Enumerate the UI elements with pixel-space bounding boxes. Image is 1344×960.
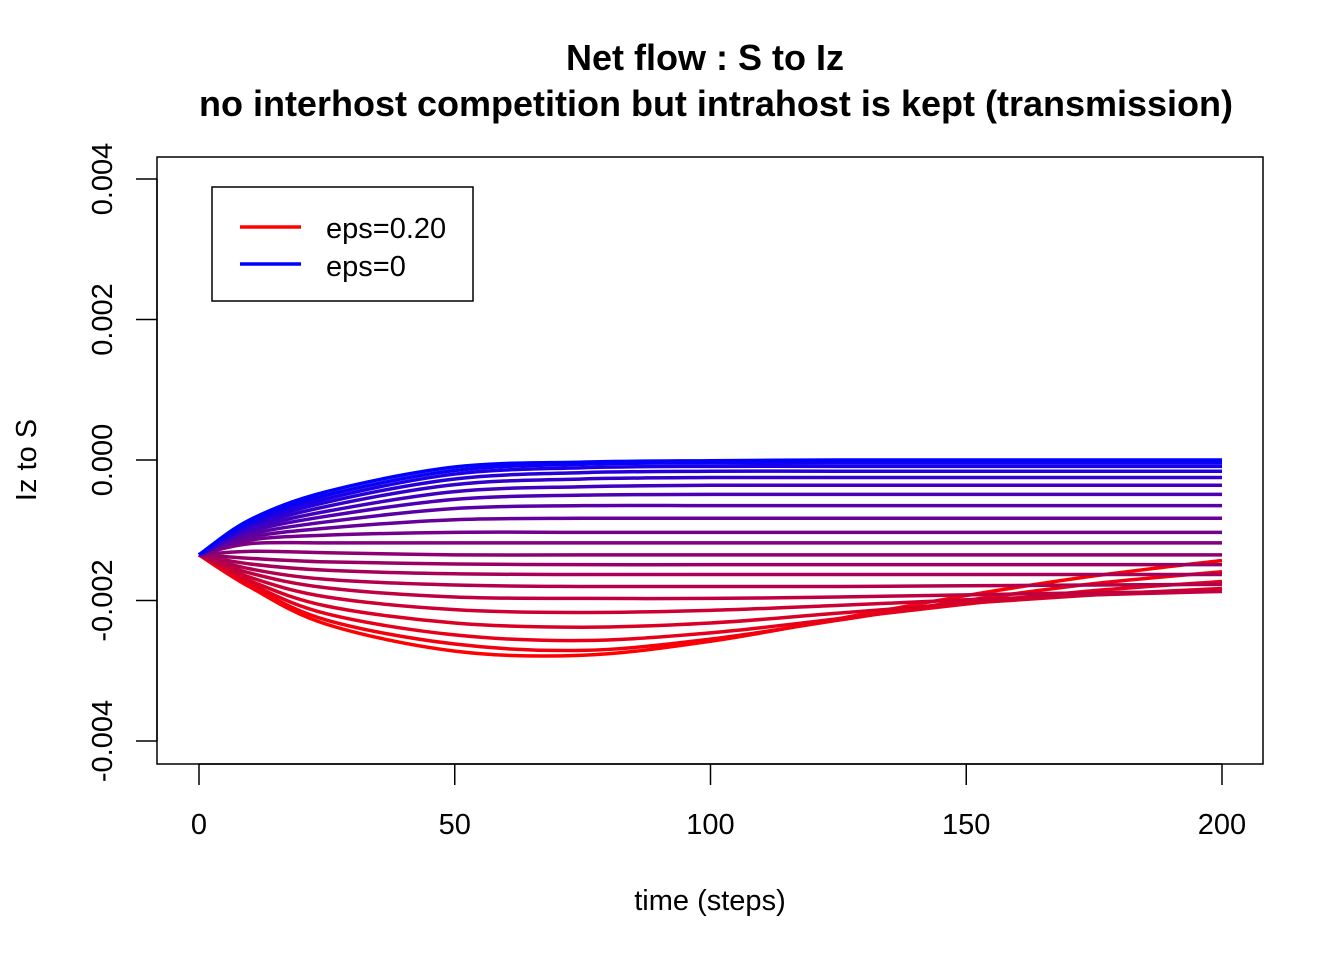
series-line	[198, 483, 1222, 557]
series-line	[198, 475, 1222, 557]
x-tick-label: 200	[1198, 809, 1246, 841]
y-tick-label: -0.002	[87, 559, 119, 641]
series-line	[198, 464, 1222, 557]
series-line	[198, 553, 1223, 589]
y-tick-label: -0.004	[87, 700, 119, 782]
legend-label-eps-020: eps=0.20	[326, 213, 446, 245]
series-line	[198, 492, 1222, 557]
series-line	[198, 530, 1222, 557]
series-line	[198, 460, 1223, 557]
legend-box	[211, 186, 474, 302]
legend: eps=0.20 eps=0	[211, 186, 474, 302]
chart-title: Net flow : S to Iz	[566, 37, 844, 78]
series-line	[198, 553, 1223, 615]
series-line	[198, 553, 1223, 601]
y-tick-label: 0.004	[87, 143, 119, 216]
y-axis-label: Iz to S	[11, 419, 43, 501]
series-line	[198, 549, 1222, 557]
series-group	[197, 458, 1223, 658]
series-line	[198, 553, 1223, 653]
series-line	[198, 516, 1222, 557]
series-line	[198, 503, 1222, 557]
series-line	[198, 553, 1222, 577]
series-line	[198, 540, 1222, 557]
chart-subtitle: no interhost competition but intrahost i…	[199, 83, 1233, 124]
series-line	[198, 553, 1222, 567]
x-axis-label: time (steps)	[634, 885, 785, 917]
series-line	[197, 458, 1222, 557]
y-tick-label: 0.002	[87, 283, 119, 356]
x-axis: 0 50 100 150 200	[191, 763, 1246, 841]
y-tick-label: 0.000	[87, 424, 119, 497]
x-tick-label: 150	[942, 809, 990, 841]
legend-label-eps-0: eps=0	[326, 251, 406, 283]
series-line	[198, 469, 1222, 557]
y-axis: -0.004 -0.002 0.000 0.002 0.004	[87, 143, 158, 782]
x-tick-label: 0	[191, 809, 207, 841]
x-tick-label: 50	[439, 809, 471, 841]
x-tick-label: 100	[686, 809, 734, 841]
